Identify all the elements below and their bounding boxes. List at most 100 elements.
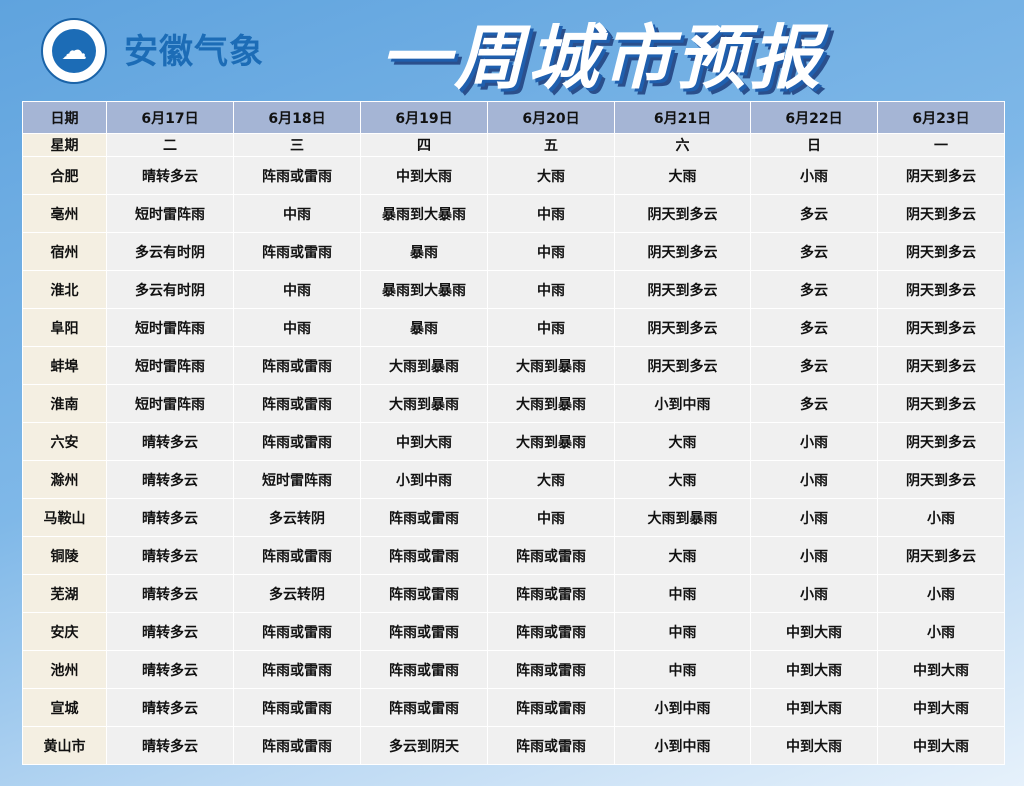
forecast-table: 日期 6月17日 6月18日 6月19日 6月20日 6月21日 6月22日 6月23日 星期… [22,101,1005,765]
table-row: 马鞍山 晴转多云 多云转阴 阵雨或雷雨 中雨 大雨到暴雨 小雨 小雨 [22,498,1005,537]
forecast-cell: 阵雨或雷雨 [233,688,361,727]
forecast-cell: 阴天到多云 [877,460,1005,499]
forecast-cell: 阵雨或雷雨 [233,156,361,195]
forecast-cell: 多云到阴天 [360,726,488,765]
date-header: 6月21日 [614,101,751,134]
forecast-cell: 中到大雨 [360,156,488,195]
weekday-cell: 五 [487,133,615,157]
forecast-cell: 中雨 [233,308,361,347]
forecast-cell: 中雨 [614,612,751,651]
weekday-cell: 三 [233,133,361,157]
forecast-cell: 阵雨或雷雨 [487,612,615,651]
city-name: 安庆 [22,612,107,651]
forecast-cell: 阴天到多云 [877,308,1005,347]
weekday-row: 星期二三四五六日一 [22,133,1005,157]
forecast-cell: 大雨到暴雨 [487,384,615,423]
forecast-cell: 多云 [750,346,878,385]
forecast-cell: 大雨到暴雨 [360,346,488,385]
forecast-cell: 中到大雨 [877,726,1005,765]
table-row: 滁州 晴转多云 短时雷阵雨 小到中雨 大雨 大雨 小雨 阴天到多云 [22,460,1005,499]
table-row: 蚌埠 短时雷阵雨 阵雨或雷雨 大雨到暴雨 大雨到暴雨 阴天到多云 多云 阴天到多云 [22,346,1005,385]
forecast-cell: 阵雨或雷雨 [487,688,615,727]
forecast-cell: 阵雨或雷雨 [233,384,361,423]
forecast-cell: 阵雨或雷雨 [233,422,361,461]
forecast-cell: 中到大雨 [877,688,1005,727]
forecast-cell: 中到大雨 [877,650,1005,689]
city-name: 宣城 [22,688,107,727]
forecast-cell: 多云 [750,194,878,233]
forecast-cell: 晴转多云 [106,498,234,537]
forecast-cell: 小雨 [750,460,878,499]
forecast-cell: 中雨 [487,498,615,537]
forecast-cell: 短时雷阵雨 [106,194,234,233]
forecast-cell: 阵雨或雷雨 [233,232,361,271]
forecast-cell: 阴天到多云 [614,194,751,233]
city-name: 淮南 [22,384,107,423]
date-header: 6月20日 [487,101,615,134]
forecast-cell: 阵雨或雷雨 [487,650,615,689]
forecast-cell: 中雨 [487,270,615,309]
forecast-cell: 大雨 [614,460,751,499]
date-header: 6月18日 [233,101,361,134]
forecast-cell: 小雨 [750,536,878,575]
weekday-cell: 日 [750,133,878,157]
forecast-cell: 小到中雨 [360,460,488,499]
forecast-cell: 阵雨或雷雨 [233,346,361,385]
forecast-cell: 阴天到多云 [877,232,1005,271]
forecast-cell: 晴转多云 [106,574,234,613]
forecast-cell: 阵雨或雷雨 [360,498,488,537]
forecast-cell: 暴雨到大暴雨 [360,270,488,309]
forecast-cell: 大雨 [614,536,751,575]
forecast-cell: 多云转阴 [233,574,361,613]
forecast-cell: 大雨 [487,460,615,499]
forecast-cell: 大雨到暴雨 [360,384,488,423]
weekday-cell: 一 [877,133,1005,157]
city-name: 宿州 [22,232,107,271]
forecast-cell: 晴转多云 [106,460,234,499]
weekday-label: 星期 [22,133,107,157]
forecast-cell: 小雨 [877,498,1005,537]
forecast-cell: 晴转多云 [106,156,234,195]
forecast-cell: 阵雨或雷雨 [233,726,361,765]
table-row: 阜阳 短时雷阵雨 中雨 暴雨 中雨 阴天到多云 多云 阴天到多云 [22,308,1005,347]
forecast-cell: 多云转阴 [233,498,361,537]
forecast-cell: 短时雷阵雨 [106,346,234,385]
forecast-cell: 多云 [750,384,878,423]
forecast-cell: 阴天到多云 [614,232,751,271]
forecast-cell: 小到中雨 [614,726,751,765]
forecast-cell: 晴转多云 [106,612,234,651]
city-name: 黄山市 [22,726,107,765]
forecast-cell: 大雨到暴雨 [614,498,751,537]
forecast-cell: 中雨 [614,574,751,613]
table-row: 合肥 晴转多云 阵雨或雷雨 中到大雨 大雨 大雨 小雨 阴天到多云 [22,156,1005,195]
bureau-logo: ☁ [41,18,107,84]
table-row: 铜陵 晴转多云 阵雨或雷雨 阵雨或雷雨 阵雨或雷雨 大雨 小雨 阴天到多云 [22,536,1005,575]
table-row: 淮南 短时雷阵雨 阵雨或雷雨 大雨到暴雨 大雨到暴雨 小到中雨 多云 阴天到多云 [22,384,1005,423]
date-header: 6月19日 [360,101,488,134]
forecast-cell: 阴天到多云 [877,422,1005,461]
forecast-cell: 短时雷阵雨 [233,460,361,499]
forecast-cell: 中雨 [487,194,615,233]
date-header: 6月17日 [106,101,234,134]
forecast-cell: 中到大雨 [750,650,878,689]
forecast-cell: 阴天到多云 [877,156,1005,195]
forecast-cell: 晴转多云 [106,536,234,575]
city-name: 蚌埠 [22,346,107,385]
forecast-cell: 阵雨或雷雨 [233,612,361,651]
cloud-swirl-icon: ☁ [52,29,96,73]
table-row: 淮北 多云有时阴 中雨 暴雨到大暴雨 中雨 阴天到多云 多云 阴天到多云 [22,270,1005,309]
forecast-cell: 大雨 [614,422,751,461]
forecast-cell: 中到大雨 [360,422,488,461]
forecast-cell: 阵雨或雷雨 [487,726,615,765]
forecast-cell: 小到中雨 [614,688,751,727]
forecast-cell: 阴天到多云 [877,536,1005,575]
forecast-cell: 阴天到多云 [877,194,1005,233]
forecast-cell: 阵雨或雷雨 [360,574,488,613]
forecast-cell: 多云 [750,232,878,271]
table-row: 宣城 晴转多云 阵雨或雷雨 阵雨或雷雨 阵雨或雷雨 小到中雨 中到大雨 中到大雨 [22,688,1005,727]
weekday-cell: 二 [106,133,234,157]
table-row: 池州 晴转多云 阵雨或雷雨 阵雨或雷雨 阵雨或雷雨 中雨 中到大雨 中到大雨 [22,650,1005,689]
forecast-cell: 阴天到多云 [877,270,1005,309]
forecast-cell: 暴雨 [360,232,488,271]
forecast-cell: 中到大雨 [750,688,878,727]
